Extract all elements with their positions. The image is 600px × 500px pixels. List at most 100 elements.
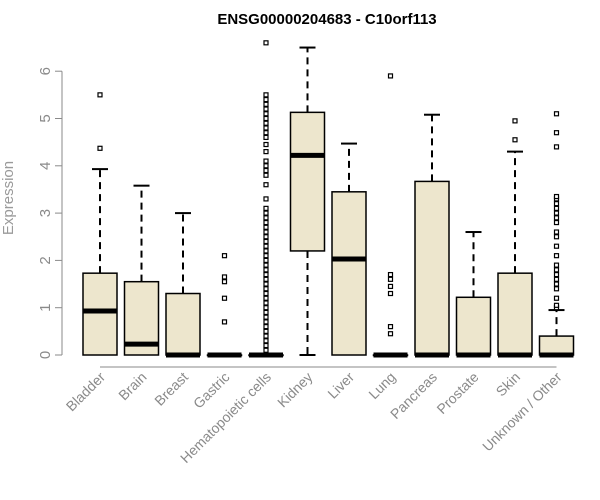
y-tick-label: 6 [37,67,54,75]
outlier-point [263,101,269,107]
box-group [165,212,201,358]
outlier-point [263,210,269,216]
outlier-point [263,163,269,169]
outlier-point [263,115,269,122]
outlier-point [263,182,269,188]
outlier-point [387,283,394,290]
outlier-point [263,290,269,297]
outlier-point [263,219,269,226]
outlier-point [263,309,269,316]
y-axis-label: Expression [0,161,17,235]
outlier-point [553,193,560,200]
box-group [497,118,533,358]
y-tick-label: 1 [37,304,54,312]
y-tick-label: 0 [37,351,54,359]
outlier-point [263,229,269,235]
outlier-point [512,137,518,143]
outlier-point [387,324,394,330]
outlier-point [263,167,269,174]
outlier-point [553,302,560,308]
outlier-point [553,215,560,221]
outlier-point [387,276,394,282]
box-rect [82,272,118,356]
outlier-point [553,201,560,207]
outlier-point [97,92,103,98]
outlier-point [263,314,269,320]
outlier-point [263,158,269,164]
x-tick-label: Bladder [63,369,109,415]
outlier-point [553,262,560,268]
y-tick-label: 5 [37,114,54,122]
outlier-point [263,324,269,330]
outlier-point [553,111,560,117]
box-group [206,253,243,358]
outlier-point [553,210,560,216]
outlier-point [553,271,560,278]
outlier-point [263,238,269,245]
y-tick-label: 2 [37,256,54,264]
outlier-point [263,286,269,292]
outlier-point [263,300,269,306]
axes: 0 1 2 3 4 5 6 [37,67,557,368]
box-rect [331,191,367,356]
outlier-point [263,295,269,301]
outlier-point [387,73,394,79]
outlier-point [553,243,560,249]
outlier-point [263,305,269,311]
outlier-point [263,111,269,117]
outlier-point [263,172,269,178]
x-tick-label: Liver [324,369,357,402]
outlier-point [263,120,269,126]
boxes [82,40,575,358]
box-rect [497,272,533,356]
box-group [538,111,575,358]
outlier-point [387,290,394,297]
outlier-point [553,267,560,273]
box-rect [165,292,201,356]
outlier-point [553,276,560,282]
outlier-point [263,125,269,131]
x-tick-label: Skin [493,369,524,400]
x-tick-label: Unknown / Other [479,369,565,455]
outlier-point [263,257,269,263]
outlier-point [387,271,394,278]
outlier-point [221,295,228,301]
outlier-point [263,253,269,259]
box-rect [414,180,450,356]
outlier-point [553,205,560,211]
x-tick-label: Brain [115,369,149,403]
outlier-point [553,281,560,287]
outlier-point [263,276,269,282]
box-group [414,113,450,358]
outlier-point [263,281,269,287]
chart-title: ENSG00000204683 - C10orf113 [217,11,436,28]
outlier-point [553,130,560,136]
box-group [82,92,118,356]
outlier-point [263,234,269,240]
outlier-point [553,144,560,150]
outlier-point [553,286,560,292]
outlier-point [263,342,269,349]
box-rect [289,111,326,252]
x-tick-label: Prostate [433,369,481,417]
outlier-point [553,234,560,240]
box-group [372,73,409,358]
outlier-point [221,253,228,259]
outlier-point [263,262,269,268]
box-group [123,184,160,356]
outlier-point [263,130,269,136]
outlier-point [263,205,269,211]
outlier-point [263,40,269,46]
outlier-point [263,319,269,325]
y-tick-label: 4 [37,162,54,170]
box-group [455,231,492,358]
y-tick-label: 3 [37,209,54,217]
outlier-point [263,267,269,273]
outlier-point [263,215,269,221]
outlier-point [221,279,228,285]
x-tick-label: Breast [151,369,191,409]
box-group [289,46,326,356]
outlier-point [263,196,269,202]
